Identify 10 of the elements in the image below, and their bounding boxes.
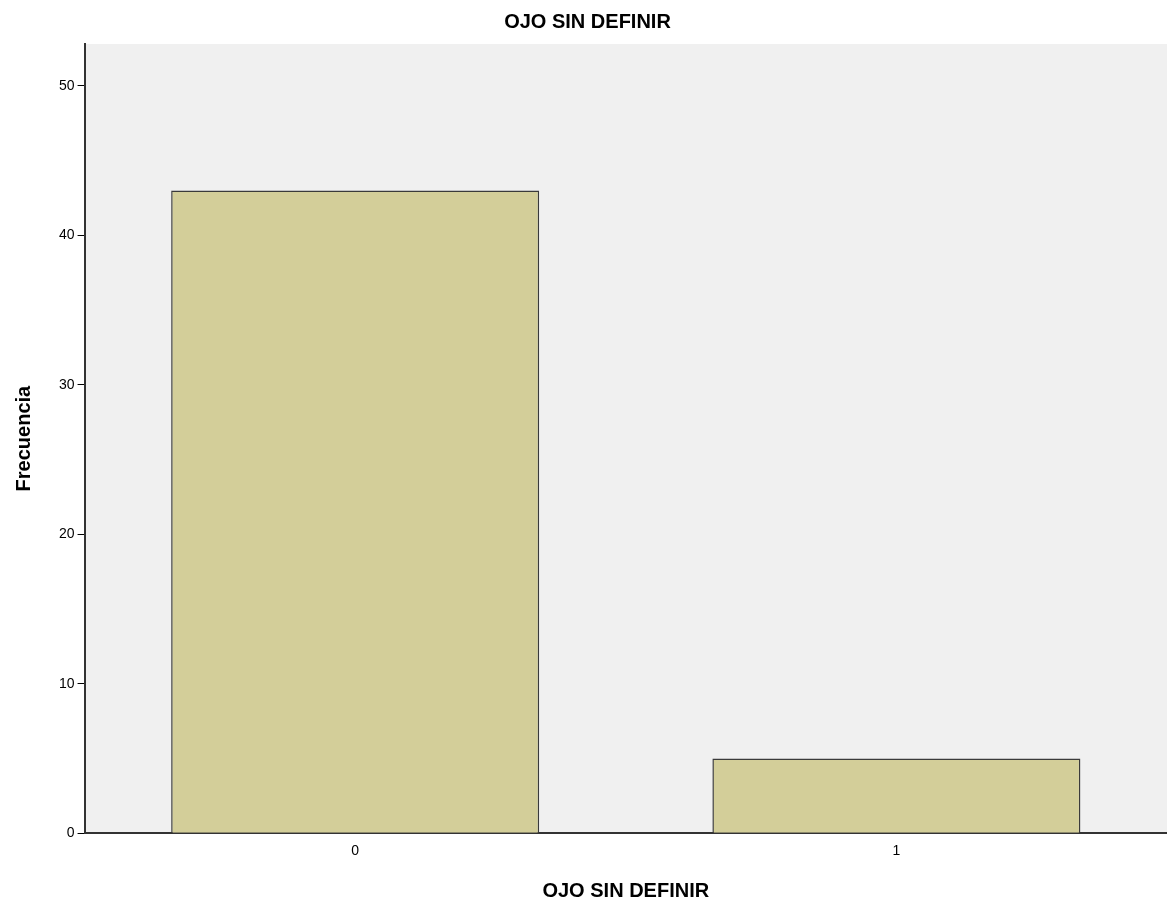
y-tick-label: 30 <box>58 375 75 392</box>
y-tick-label: 0 <box>66 824 75 841</box>
x-tick-label: 1 <box>892 842 901 859</box>
y-tick-label: 20 <box>58 525 75 542</box>
y-tick-label: 10 <box>58 674 75 691</box>
chart-title: OJO SIN DEFINIR <box>504 9 672 32</box>
y-tick-label: 40 <box>58 226 75 243</box>
y-axis-title: Frecuencia <box>11 384 34 492</box>
x-axis-title: OJO SIN DEFINIR <box>542 878 710 901</box>
y-tick-label: 50 <box>58 76 75 93</box>
